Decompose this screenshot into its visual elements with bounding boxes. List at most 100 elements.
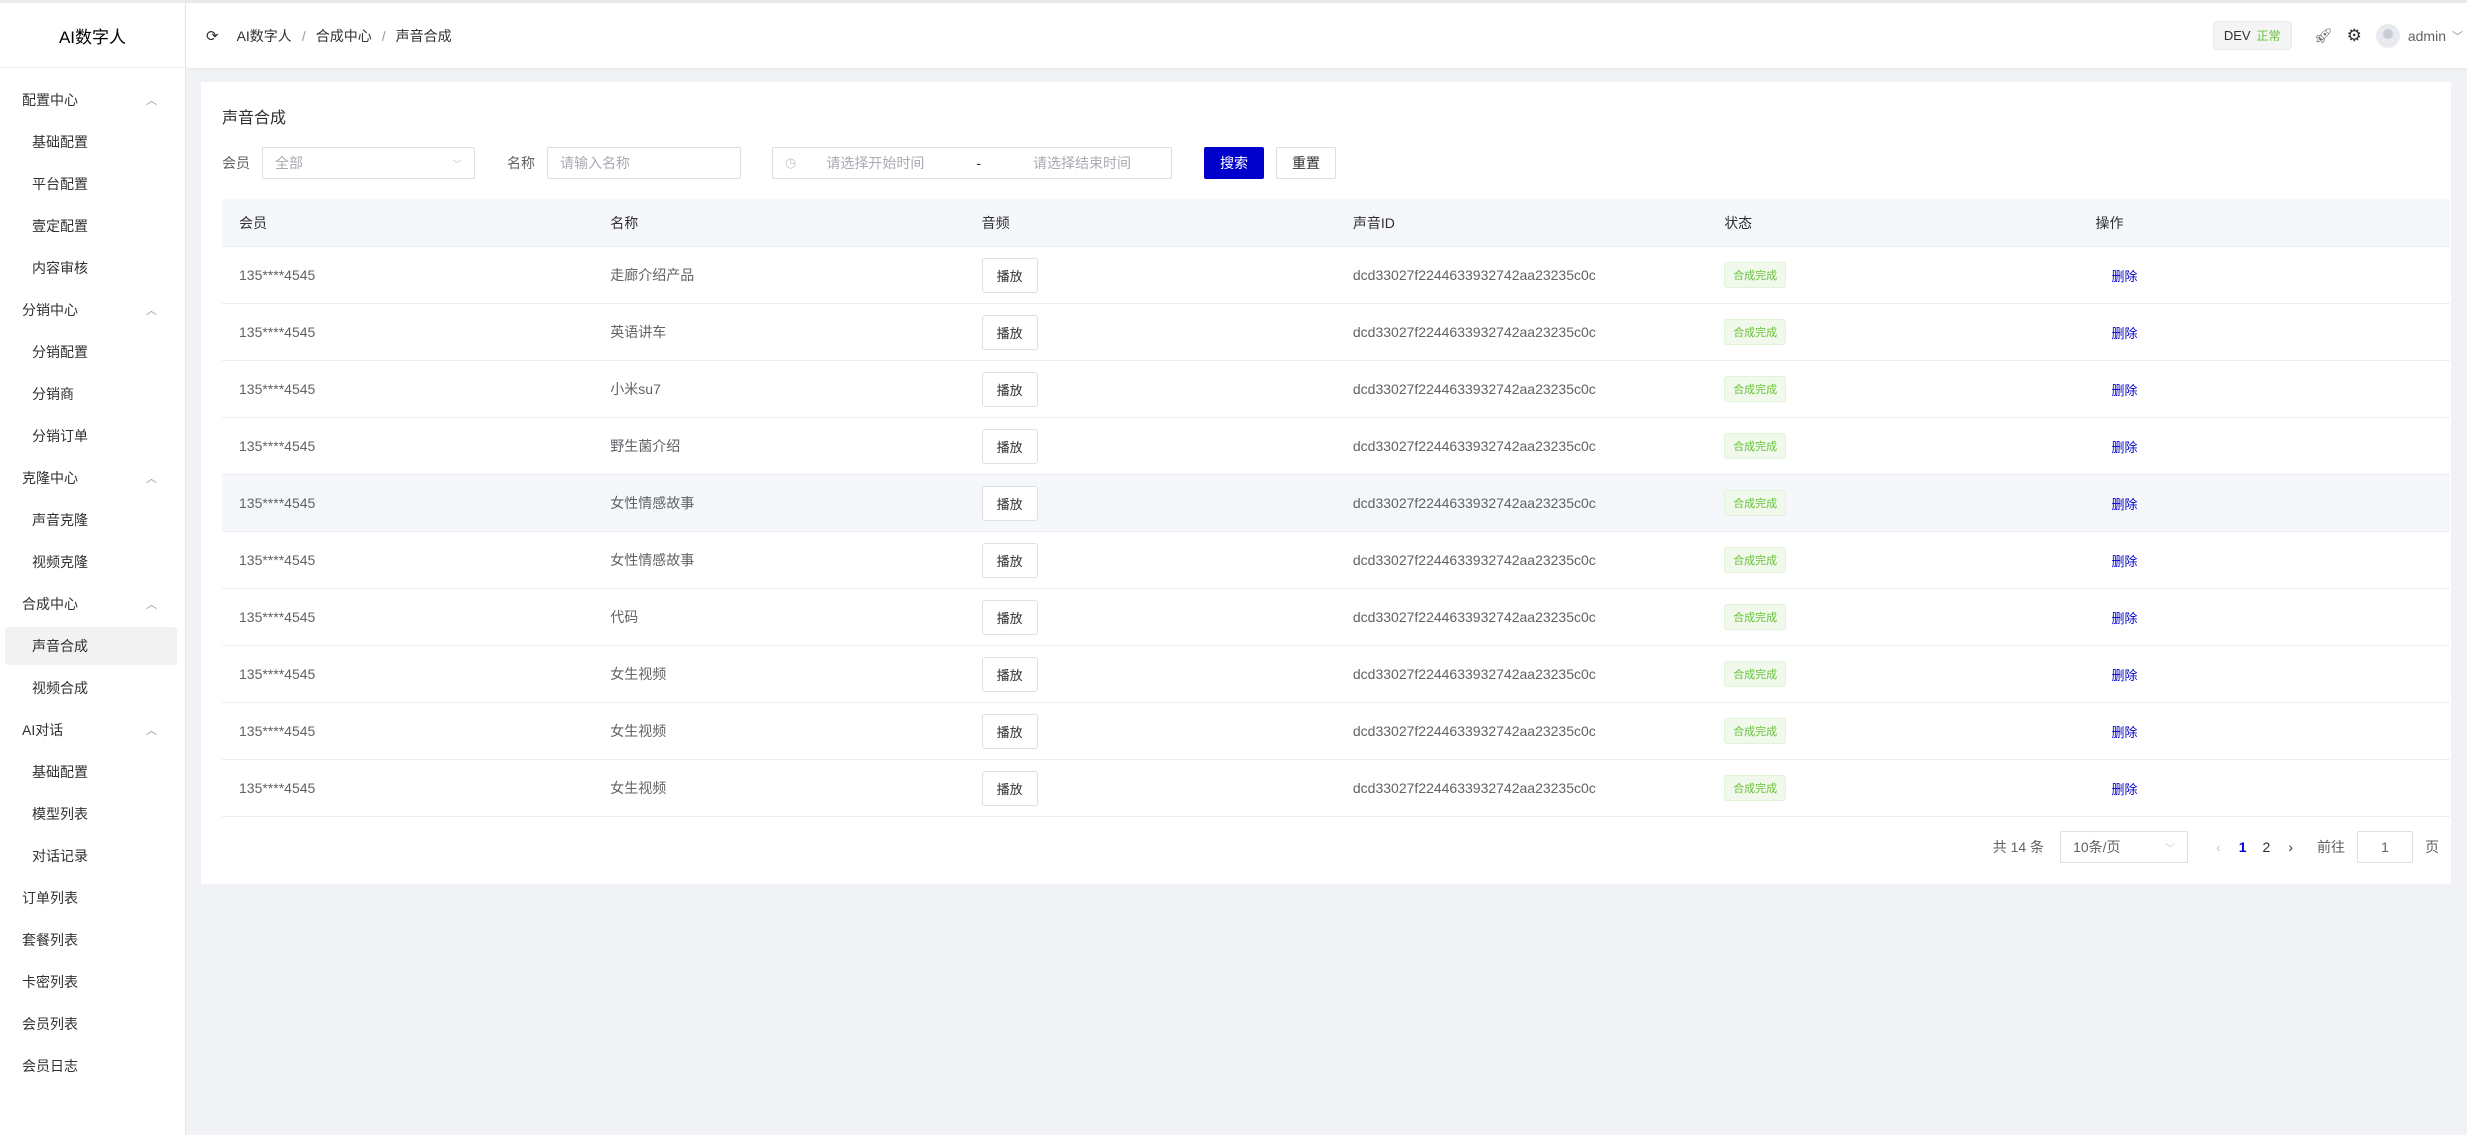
play-button[interactable]: 播放 (981, 257, 1038, 293)
sidebar-item-label: 对话记录 (32, 848, 88, 864)
play-button[interactable]: 播放 (981, 314, 1038, 350)
rocket-icon[interactable]: 🚀︎ (2313, 27, 2333, 45)
status-badge: 合成完成 (1724, 490, 1787, 516)
search-button[interactable]: 搜索 (1204, 147, 1264, 179)
sidebar-item[interactable]: 配置中心 ︿ (5, 81, 177, 119)
sidebar-item[interactable]: 分销订单 (5, 417, 177, 455)
refresh-icon[interactable]: ⟳ (206, 27, 219, 45)
sidebar-item[interactable]: 对话记录 (5, 837, 177, 875)
next-page-icon[interactable]: › (2288, 839, 2293, 855)
column-header: 操作 (2095, 214, 2124, 231)
page-2[interactable]: 2 (2262, 839, 2271, 855)
gear-icon[interactable]: ⚙ (2346, 25, 2362, 45)
play-button[interactable]: 播放 (981, 599, 1038, 635)
voice-id-cell: dcd33027f2244633932742aa23235c0c (1352, 267, 1596, 283)
page-1[interactable]: 1 (2238, 839, 2247, 855)
action-cell: 删除 (2078, 437, 2449, 456)
delete-button[interactable]: 删除 (2111, 325, 2138, 341)
chevron-up-icon: ︿ (146, 599, 157, 611)
play-button[interactable]: 播放 (981, 485, 1038, 521)
user-name[interactable]: admin (2407, 27, 2446, 44)
sidebar-item[interactable]: 内容审核 (5, 249, 177, 287)
goto-label: 前往 (2317, 839, 2345, 855)
table-row: 135****4545 女性情感故事 播放 dcd33027f224463393274… (222, 532, 2450, 589)
sidebar-item[interactable]: 声音合成 (5, 627, 177, 665)
name-input[interactable]: 请输入名称 (547, 147, 741, 179)
delete-button[interactable]: 删除 (2111, 781, 2138, 797)
breadcrumb-item[interactable]: AI数字人 (236, 27, 292, 44)
top-header: ⟳ AI数字人 / 合成中心 / 声音合成 DEV 正常 🚀︎ ⚙ admin ﹀ (186, 3, 2467, 68)
sidebar-item[interactable]: 分销中心 ︿ (5, 291, 177, 329)
sidebar-item[interactable]: 基础配置 (5, 753, 177, 791)
sidebar-item-label: 模型列表 (32, 806, 88, 822)
audio-cell: 播放 (965, 656, 1336, 692)
sidebar-item[interactable]: 合成中心 ︿ (5, 585, 177, 623)
delete-button[interactable]: 删除 (2111, 553, 2138, 569)
sidebar-item[interactable]: 平台配置 (5, 165, 177, 203)
play-button[interactable]: 播放 (981, 713, 1038, 749)
env-badge: DEV 正常 (2212, 21, 2292, 50)
sidebar-item[interactable]: 克隆中心 ︿ (5, 459, 177, 497)
status-cell: 合成完成 (1707, 661, 2078, 687)
sidebar-item[interactable]: 会员日志 (5, 1047, 177, 1085)
audio-cell: 播放 (965, 713, 1336, 749)
delete-button[interactable]: 删除 (2111, 610, 2138, 626)
action-cell: 删除 (2078, 779, 2449, 798)
play-button[interactable]: 播放 (981, 542, 1038, 578)
sidebar-item-label: 会员日志 (22, 1058, 78, 1074)
page-size-select[interactable]: 10条/页 ﹀ (2060, 831, 2189, 863)
content-card: 声音合成 会员 全部 ﹀ 名称 请输入名称 ◷ 请选择开始时间 - 请选择结束时间… (201, 82, 2451, 884)
breadcrumb-item[interactable]: 合成中心 (315, 27, 372, 44)
table-row: 135****4545 女性情感故事 播放 dcd33027f224463393274… (222, 475, 2450, 532)
sidebar-item[interactable]: 声音克隆 (5, 501, 177, 539)
sidebar-item-label: 声音合成 (32, 638, 88, 654)
sidebar-item[interactable]: AI对话 ︿ (5, 711, 177, 749)
audio-cell: 播放 (965, 542, 1336, 578)
sidebar-item[interactable]: 分销配置 (5, 333, 177, 371)
date-range-picker[interactable]: ◷ 请选择开始时间 - 请选择结束时间 (772, 147, 1172, 179)
delete-button[interactable]: 删除 (2111, 382, 2138, 398)
sidebar-item-label: 克隆中心 (22, 470, 78, 486)
name-cell: 女生视频 (610, 780, 667, 796)
sidebar-item[interactable]: 基础配置 (5, 123, 177, 161)
delete-button[interactable]: 删除 (2111, 439, 2138, 455)
sidebar-item[interactable]: 套餐列表 (5, 921, 177, 959)
chevron-up-icon: ︿ (146, 725, 157, 737)
delete-button[interactable]: 删除 (2111, 268, 2138, 284)
audio-cell: 播放 (965, 599, 1336, 635)
play-button[interactable]: 播放 (981, 770, 1038, 806)
table-header: 会员 名称 音频 声音ID 状态 操作 (222, 199, 2450, 247)
status-cell: 合成完成 (1707, 376, 2078, 402)
status-badge: 合成完成 (1724, 661, 1787, 687)
sidebar-item[interactable]: 视频合成 (5, 669, 177, 707)
member-select[interactable]: 全部 ﹀ (262, 147, 475, 179)
sidebar-item[interactable]: 视频克隆 (5, 543, 177, 581)
delete-button[interactable]: 删除 (2111, 496, 2138, 512)
sidebar-item-label: 订单列表 (22, 890, 78, 906)
goto-page-input[interactable]: 1 (2357, 831, 2413, 863)
chevron-down-icon[interactable]: ﹀ (2452, 30, 2463, 43)
column-header: 名称 (610, 214, 639, 231)
status-badge: 合成完成 (1724, 376, 1787, 402)
avatar[interactable] (2375, 23, 2400, 48)
play-button[interactable]: 播放 (981, 428, 1038, 464)
sidebar-item-label: 分销商 (32, 386, 74, 402)
sidebar-item-label: 套餐列表 (22, 932, 78, 948)
sidebar-item[interactable]: 分销商 (5, 375, 177, 413)
delete-button[interactable]: 删除 (2111, 724, 2138, 740)
name-cell: 走廊介绍产品 (610, 267, 695, 283)
sidebar-item[interactable]: 模型列表 (5, 795, 177, 833)
sidebar-item[interactable]: 订单列表 (5, 879, 177, 917)
play-button[interactable]: 播放 (981, 656, 1038, 692)
play-button[interactable]: 播放 (981, 371, 1038, 407)
sidebar-item-label: 内容审核 (32, 260, 88, 276)
name-label: 名称 (507, 155, 535, 171)
prev-page-icon[interactable]: ‹ (2216, 839, 2221, 855)
sidebar-item[interactable]: 壹定配置 (5, 207, 177, 245)
status-cell: 合成完成 (1707, 490, 2078, 516)
chevron-down-icon: ﹀ (452, 159, 462, 171)
sidebar-item[interactable]: 卡密列表 (5, 963, 177, 1001)
sidebar-item[interactable]: 会员列表 (5, 1005, 177, 1043)
reset-button[interactable]: 重置 (1276, 147, 1336, 179)
delete-button[interactable]: 删除 (2111, 667, 2138, 683)
